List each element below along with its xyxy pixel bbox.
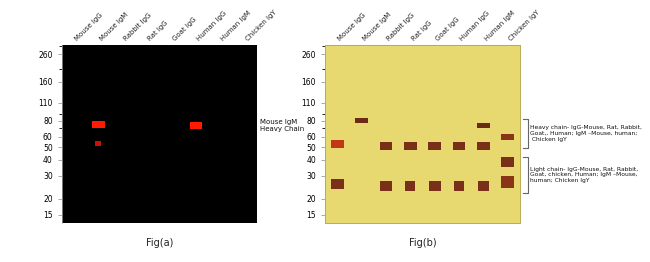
Text: Rat IgG: Rat IgG: [410, 20, 433, 42]
Text: Fig(a): Fig(a): [146, 238, 173, 248]
Text: Mouse IgG: Mouse IgG: [337, 12, 367, 42]
Text: Human IgG: Human IgG: [196, 10, 228, 42]
Text: Chicken IgY: Chicken IgY: [508, 9, 541, 42]
Text: Mouse IgG: Mouse IgG: [74, 12, 104, 42]
Text: Heavy chain- IgG-Mouse, Rat, Rabbit,
Goat,, Human; IgM –Mouse, human;
 Chicken I: Heavy chain- IgG-Mouse, Rat, Rabbit, Goa…: [530, 125, 642, 142]
Text: Rat IgG: Rat IgG: [147, 20, 170, 42]
Text: Goat IgG: Goat IgG: [435, 16, 461, 42]
Text: Light chain- IgG-Mouse, Rat, Rabbit,
Goat, chicken, Human; IgM –Mouse,
human; Ch: Light chain- IgG-Mouse, Rat, Rabbit, Goa…: [530, 167, 638, 183]
Text: Mouse IgM: Mouse IgM: [361, 11, 392, 42]
Text: Goat IgG: Goat IgG: [172, 16, 198, 42]
Text: Human IgM: Human IgM: [484, 9, 516, 42]
Text: Human IgG: Human IgG: [459, 10, 491, 42]
Text: Chicken IgY: Chicken IgY: [244, 9, 278, 42]
Text: Rabbit IgG: Rabbit IgG: [386, 12, 416, 42]
Text: Rabbit IgG: Rabbit IgG: [123, 12, 153, 42]
Text: Mouse IgM
Heavy Chain: Mouse IgM Heavy Chain: [260, 119, 304, 132]
Text: Fig(b): Fig(b): [409, 238, 436, 248]
Text: Mouse IgM: Mouse IgM: [98, 11, 129, 42]
Text: Human IgM: Human IgM: [220, 9, 253, 42]
